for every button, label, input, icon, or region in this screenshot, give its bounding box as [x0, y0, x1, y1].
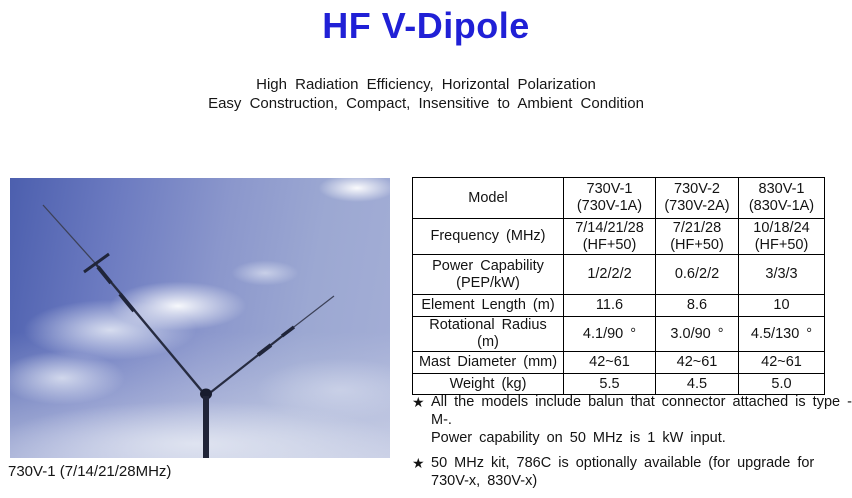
antenna-photo: [10, 178, 390, 458]
left-trap-1: [96, 265, 113, 285]
table-row-weight: Weight (kg) 5.5 4.5 5.0: [412, 373, 825, 395]
cell-value: 8.6: [655, 294, 739, 317]
cell-value: 11.6: [563, 294, 656, 317]
cell-value: 0.6/2/2: [655, 254, 739, 295]
cell-value: 10: [738, 294, 825, 317]
mast: [203, 396, 209, 458]
model-header-label: Model: [412, 177, 564, 219]
table-row-power: Power Capability (PEP/kW) 1/2/2/2 0.6/2/…: [412, 254, 825, 295]
table-row-frequency: Frequency (MHz) 7/14/21/28 (HF+50) 7/21/…: [412, 218, 825, 255]
star-icon: ★: [412, 394, 425, 410]
left-trap-2: [118, 292, 136, 313]
footnote-1: ★ All the models include balun that conn…: [412, 393, 852, 447]
footnotes: ★ All the models include balun that conn…: [412, 393, 852, 497]
subtitle-line-1: High Radiation Efficiency, Horizontal Po…: [256, 76, 596, 93]
photo-caption: 730V-1 (7/14/21/28MHz): [8, 463, 172, 480]
spec-table: Model 730V-1 (730V-1A) 730V-2 (730V-2A) …: [412, 177, 825, 395]
cell-value: 3/3/3: [738, 254, 825, 295]
row-label: Power Capability (PEP/kW): [412, 254, 564, 295]
cell-value: 4.5: [655, 373, 739, 395]
subtitle: High Radiation Efficiency, Horizontal Po…: [0, 75, 852, 113]
left-element-tip: [42, 204, 96, 264]
cell-value: 42~61: [563, 351, 656, 374]
cell-value: 4.5/130 °: [738, 316, 825, 352]
cell-value: 1/2/2/2: [563, 254, 656, 295]
model-column-3: 830V-1 (830V-1A): [738, 177, 825, 219]
cell-value: 7/21/28 (HF+50): [655, 218, 739, 255]
left-element: [94, 262, 207, 397]
cell-value: 7/14/21/28 (HF+50): [563, 218, 656, 255]
table-row-model: Model 730V-1 (730V-1A) 730V-2 (730V-2A) …: [412, 177, 825, 219]
left-element-crossbar: [83, 252, 110, 274]
subtitle-line-2: Easy Construction, Compact, Insensitive …: [208, 95, 644, 112]
row-label: Rotational Radius (m): [412, 316, 564, 352]
cell-value: 5.5: [563, 373, 656, 395]
right-element-tip: [289, 295, 335, 331]
page-title: HF V-Dipole: [322, 5, 530, 46]
table-row-mast-diameter: Mast Diameter (mm) 42~61 42~61 42~61: [412, 351, 825, 374]
cell-value: 4.1/90 °: [563, 316, 656, 352]
row-label: Frequency (MHz): [412, 218, 564, 255]
model-column-1: 730V-1 (730V-1A): [563, 177, 656, 219]
star-icon: ★: [412, 455, 425, 471]
table-row-element-length: Element Length (m) 11.6 8.6 10: [412, 294, 825, 317]
row-label: Mast Diameter (mm): [412, 351, 564, 374]
row-label: Element Length (m): [412, 294, 564, 317]
cell-value: 42~61: [738, 351, 825, 374]
footnote-text: All the models include balun that connec…: [431, 394, 852, 446]
cell-value: 42~61: [655, 351, 739, 374]
cell-value: 10/18/24 (HF+50): [738, 218, 825, 255]
antenna-drawing: [42, 204, 335, 458]
model-column-2: 730V-2 (730V-2A): [655, 177, 739, 219]
footnote-2: ★ 50 MHz kit, 786C is optionally availab…: [412, 454, 852, 490]
right-trap-2: [280, 325, 296, 338]
table-row-rotational-radius: Rotational Radius (m) 4.1/90 ° 3.0/90 ° …: [412, 316, 825, 352]
row-label: Weight (kg): [412, 373, 564, 395]
footnote-text: 50 MHz kit, 786C is optionally available…: [431, 455, 815, 489]
right-element: [205, 329, 291, 397]
cell-value: 5.0: [738, 373, 825, 395]
cell-value: 3.0/90 °: [655, 316, 739, 352]
right-trap-1: [256, 343, 273, 357]
